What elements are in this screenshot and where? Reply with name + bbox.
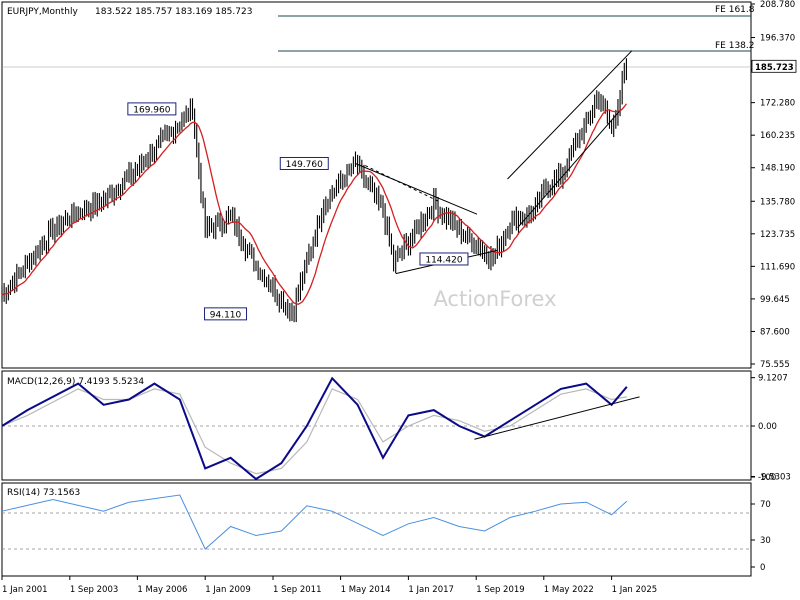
x-tick-label: 1 May 2014 — [341, 585, 391, 595]
rsi-panel — [1, 482, 752, 577]
macd-panel — [1, 370, 752, 481]
macd-main-line — [1, 376, 628, 481]
macd-trendline — [474, 396, 640, 440]
rsi-line — [1, 494, 628, 550]
price-y-tick-label: 99.645 — [760, 295, 790, 305]
price-label: 149.760 — [286, 160, 323, 170]
moving-average — [1, 103, 627, 306]
rsi-y-tick-label: 100 — [760, 473, 776, 483]
price-y-tick-label: 123.735 — [760, 230, 795, 240]
x-axis: 1 Jan 2001 1 Sep 2003 1 May 2006 1 Jan 2009… — [1, 576, 658, 595]
macd-y-tick-label: 9.1207 — [758, 374, 788, 384]
fib-138-label: FE 138.2 — [715, 41, 755, 51]
price-y-tick-label: 87.600 — [760, 327, 790, 337]
price-label-box — [204, 307, 248, 321]
price-label-box — [127, 102, 177, 116]
channel-upper-line — [507, 50, 633, 180]
channel-lower-line — [517, 111, 620, 229]
rsi-y-tick-label: 0 — [760, 563, 765, 573]
macd-y-axis: 9.1207 0.00 -9.5303 — [751, 374, 791, 483]
rsi-series-line — [1, 494, 628, 550]
x-tick-label: 1 Jan 2025 — [612, 585, 658, 595]
price-y-tick-label: 111.690 — [760, 262, 795, 272]
last-price-label: 185.723 — [755, 63, 794, 73]
watermark: ActionForex — [433, 287, 556, 311]
price-label-box — [419, 252, 469, 266]
macd-y-tick-label: -9.5303 — [758, 473, 791, 483]
dashed-projection — [365, 165, 440, 202]
price-labels: 169.960 149.760 94.110 114.420 — [127, 102, 469, 321]
price-label-box — [279, 156, 329, 170]
last-price-tag — [751, 59, 797, 73]
x-tick-label: 1 Jan 2001 — [2, 585, 48, 595]
macd-lines — [1, 376, 640, 481]
price-y-tick-label: 172.280 — [760, 99, 795, 109]
x-tick-label: 1 Sep 2011 — [273, 585, 321, 595]
x-tick-label: 1 Sep 2003 — [70, 585, 118, 595]
chart-ohlc: 183.522 185.757 183.169 185.723 — [95, 7, 252, 17]
rsi-y-axis: 100 70 30 0 — [751, 473, 776, 573]
price-panel — [1, 1, 752, 369]
price-y-tick-label: 75.555 — [760, 360, 790, 370]
price-label: 114.420 — [425, 255, 462, 265]
price-bars — [1, 58, 627, 323]
price-y-tick-label: 160.235 — [760, 131, 795, 141]
macd-y-tick-label: 0.00 — [758, 422, 777, 432]
rsi-y-tick-label: 30 — [760, 536, 771, 546]
x-tick-label: 1 Jan 2017 — [408, 585, 454, 595]
moving-average-line — [1, 103, 627, 306]
chart-symbol: EURJPY,Monthly — [7, 7, 78, 17]
price-y-tick-label: 196.370 — [760, 34, 795, 44]
fib-161-label: FE 161.8 — [715, 5, 755, 15]
triangle-upper-line — [354, 162, 478, 215]
x-tick-label: 1 May 2006 — [137, 585, 187, 595]
rsi-title: RSI(14) 73.1563 — [7, 488, 80, 498]
macd-title: MACD(12,26,9) 7.4193 5.5234 — [7, 377, 144, 387]
rsi-y-tick-label: 70 — [760, 500, 771, 510]
price-label: 169.960 — [133, 105, 170, 115]
price-y-tick-label: 208.780 — [760, 0, 795, 10]
price-label: 94.110 — [210, 310, 242, 320]
x-tick-label: 1 Jan 2009 — [205, 585, 251, 595]
x-tick-label: 1 Sep 2019 — [476, 585, 524, 595]
price-y-axis: 208.780196.370184.470172.280160.235148.1… — [751, 0, 797, 370]
trendlines — [354, 50, 633, 275]
price-y-tick-label: 135.780 — [760, 197, 795, 207]
macd-signal-line — [1, 388, 627, 475]
x-tick-label: 1 May 2022 — [544, 585, 594, 595]
price-y-tick-label: 148.190 — [760, 164, 795, 174]
